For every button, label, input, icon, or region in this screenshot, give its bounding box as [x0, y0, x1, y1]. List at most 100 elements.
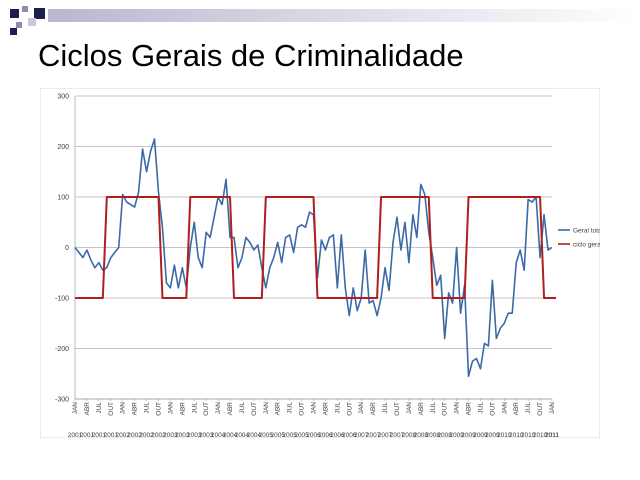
- x-year-label: 2009: [449, 432, 464, 438]
- decor-square-mid: [28, 18, 36, 26]
- x-tick-label: JAN: [501, 402, 508, 415]
- x-tick-label: JUL: [239, 402, 246, 414]
- x-year-label: 2005: [282, 432, 297, 438]
- x-year-label: 2001: [104, 432, 119, 438]
- y-tick-label: -100: [55, 296, 69, 303]
- slide-title: Ciclos Gerais de Criminalidade: [38, 38, 464, 73]
- x-year-label: 2010: [497, 432, 512, 438]
- x-tick-label: OUT: [394, 402, 401, 416]
- x-tick-label: ABR: [418, 402, 425, 416]
- x-year-label: 2001: [92, 432, 107, 438]
- x-year-label: 2003: [199, 432, 214, 438]
- x-tick-label: ABR: [275, 402, 282, 416]
- x-tick-label: JAN: [406, 402, 413, 415]
- y-tick-label: 200: [57, 144, 69, 151]
- x-year-label: 2010: [533, 432, 548, 438]
- x-tick-label: ABR: [370, 402, 377, 416]
- x-year-label: 2010: [521, 432, 536, 438]
- x-year-label: 2003: [163, 432, 178, 438]
- x-tick-label: JUL: [287, 402, 294, 414]
- x-tick-label: JAN: [311, 402, 318, 415]
- legend-label: ciclo geral: [573, 241, 600, 248]
- x-year-label: 2005: [259, 432, 274, 438]
- series-line: [75, 196, 556, 299]
- x-year-label: 2007: [354, 432, 369, 438]
- x-year-label: 2006: [342, 432, 357, 438]
- x-tick-label: ABR: [179, 402, 186, 416]
- decor-square-dark: [10, 9, 19, 18]
- x-year-label: 2008: [437, 432, 452, 438]
- x-year-label: 2011: [545, 432, 559, 438]
- x-year-label: 2008: [402, 432, 417, 438]
- x-tick-label: OUT: [442, 402, 449, 416]
- x-tick-label: JAN: [167, 402, 174, 415]
- y-tick-label: -300: [55, 397, 69, 404]
- decor-square-light: [22, 6, 28, 12]
- header-gradient-bar: [48, 9, 640, 22]
- x-tick-label: ABR: [227, 402, 234, 416]
- x-year-label: 2006: [318, 432, 333, 438]
- x-year-label: 2002: [127, 432, 142, 438]
- line-chart: 300 200 100 0 -100 -200 -300 JAN ABR JUL OUT JAN ABR…: [39, 87, 604, 440]
- x-year-label: 2004: [235, 432, 250, 438]
- x-tick-label: JAN: [120, 402, 127, 415]
- x-tick-label: JAN: [454, 402, 461, 415]
- series-lines: [74, 138, 556, 378]
- x-year-label: 2001: [68, 432, 83, 438]
- x-year-label: 2001: [80, 432, 95, 438]
- y-tick-label: 300: [57, 94, 69, 101]
- decor-square-light: [16, 22, 22, 28]
- x-tick-label: OUT: [537, 402, 544, 416]
- x-year-label: 2009: [485, 432, 500, 438]
- x-tick-label: ABR: [84, 402, 91, 416]
- x-year-label: 2006: [306, 432, 321, 438]
- x-year-label: 2008: [414, 432, 429, 438]
- x-tick-label: ABR: [322, 402, 329, 416]
- x-tick-label: JAN: [549, 402, 556, 415]
- legend-label: Geral total: [573, 227, 600, 234]
- x-tick-label: JUL: [430, 402, 437, 414]
- decor-square-dark: [34, 8, 45, 19]
- decor-square-dark: [10, 28, 17, 35]
- x-tick-label: JUL: [382, 402, 389, 414]
- y-tick-label: -200: [55, 346, 69, 353]
- x-tick-label: OUT: [155, 402, 162, 416]
- x-year-label: 2005: [294, 432, 309, 438]
- x-year-label: 2002: [151, 432, 166, 438]
- x-tick-label: JAN: [215, 402, 222, 415]
- x-year-label: 2011: [545, 432, 559, 438]
- x-year-label: 2008: [426, 432, 441, 438]
- x-tick-label: OUT: [203, 402, 210, 416]
- x-year-label: 2004: [247, 432, 262, 438]
- x-tick-label: JUL: [525, 402, 532, 414]
- y-tick-label: 0: [65, 245, 69, 252]
- x-tick-label: JUL: [144, 402, 151, 414]
- x-year-label: 2007: [366, 432, 381, 438]
- x-year-label: 2004: [211, 432, 226, 438]
- x-tick-label: OUT: [251, 402, 258, 416]
- x-tick-label: OUT: [346, 402, 353, 416]
- x-year-label: 2010: [509, 432, 524, 438]
- x-tick-label: OUT: [108, 402, 115, 416]
- x-year-label: 2006: [330, 432, 345, 438]
- y-tick-label: 100: [57, 195, 69, 202]
- legend: Geral total ciclo geral: [558, 227, 604, 248]
- x-tick-label: JAN: [263, 402, 270, 415]
- x-year-label: 2003: [187, 432, 202, 438]
- x-tick-label: ABR: [513, 402, 520, 416]
- x-tick-label: JUL: [334, 402, 341, 414]
- x-tick-label: ABR: [132, 402, 139, 416]
- x-year-label: 2002: [139, 432, 154, 438]
- x-tick-label: OUT: [299, 402, 306, 416]
- x-tick-label: JAN: [72, 402, 79, 415]
- x-year-label: 2007: [378, 432, 393, 438]
- x-tick-label: OUT: [489, 402, 496, 416]
- x-year-label: 2005: [270, 432, 285, 438]
- x-year-label: 2007: [390, 432, 405, 438]
- x-tick-label: JUL: [96, 402, 103, 414]
- x-tick-label: JUL: [477, 402, 484, 414]
- x-year-label: 2004: [223, 432, 238, 438]
- x-year-label: 2003: [175, 432, 190, 438]
